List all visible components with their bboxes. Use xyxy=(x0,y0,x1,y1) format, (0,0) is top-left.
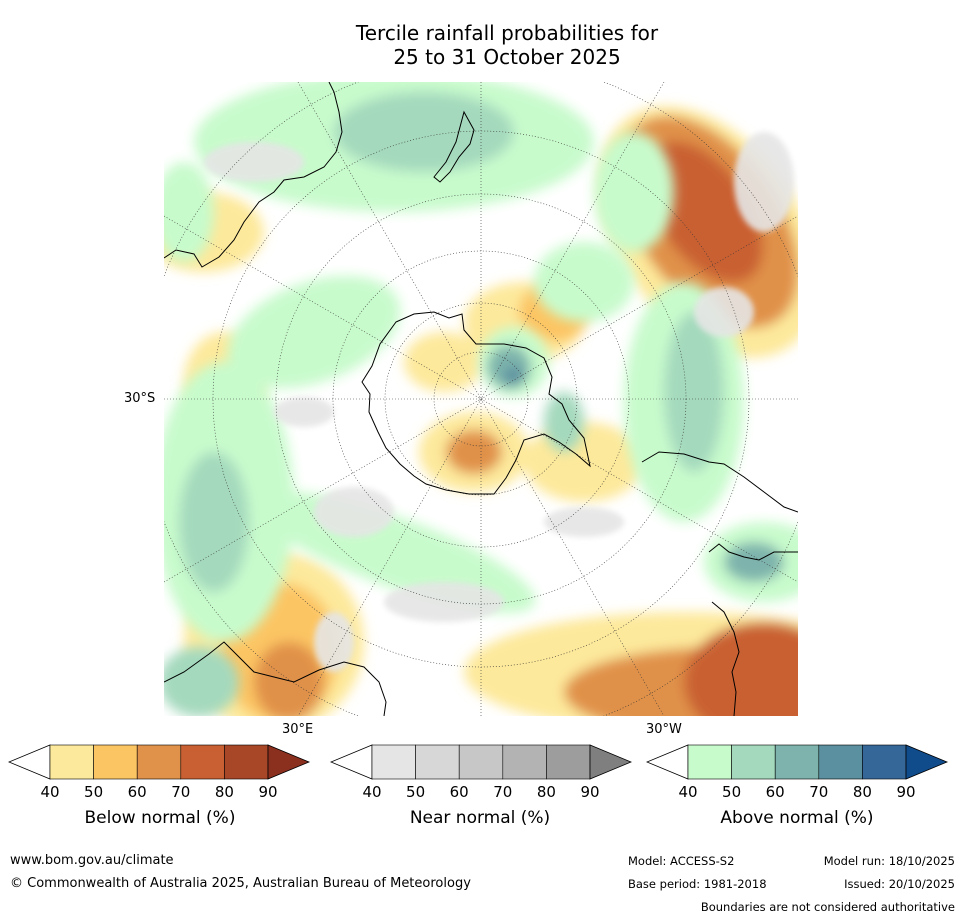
colorbar-below-tick-70: 70 xyxy=(171,783,191,801)
colorbar-near-bin-1 xyxy=(371,744,416,780)
colorbar-below-bin-1 xyxy=(49,744,94,780)
colorbar-below-normal xyxy=(8,744,310,780)
above-normal-field xyxy=(164,82,798,716)
footer-website: www.bom.gov.au/climate xyxy=(10,853,174,868)
colorbar-title-near: Near normal (%) xyxy=(409,808,551,828)
colorbar-above-bin-4 xyxy=(818,744,863,780)
colorbar-title-below: Below normal (%) xyxy=(84,808,236,828)
colorbar-above-normal xyxy=(646,744,948,780)
footer-base-period: Base period: 1981-2018 xyxy=(628,877,767,891)
map-canvas xyxy=(164,82,798,716)
colorbar-near-bin-5 xyxy=(546,744,591,780)
colorbar-above-high-extend xyxy=(905,744,948,780)
footer-issued: Issued: 20/10/2025 xyxy=(844,877,955,891)
colorbar-near-tick-60: 60 xyxy=(449,783,469,801)
colorbar-near-bin-2 xyxy=(415,744,460,780)
colorbar-above-tick-40: 40 xyxy=(678,783,698,801)
colorbar-above-bin-3 xyxy=(774,744,820,780)
colorbar-near-tick-50: 50 xyxy=(406,783,426,801)
colorbar-near-bin-4 xyxy=(502,744,547,780)
colorbar-below-tick-60: 60 xyxy=(127,783,147,801)
colorbar-near-tick-40: 40 xyxy=(362,783,382,801)
colorbar-near-normal xyxy=(330,744,632,780)
colorbar-title-above: Above normal (%) xyxy=(720,808,874,828)
footer-model-run: Model run: 18/10/2025 xyxy=(823,854,955,868)
title-line-1: Tercile rainfall probabilities for xyxy=(355,21,659,45)
colorbar-above-tick-50: 50 xyxy=(722,783,742,801)
colorbar-below-bin-3 xyxy=(136,744,182,780)
colorbar-above-bin-2 xyxy=(731,744,776,780)
new-zealand-coastline xyxy=(433,110,475,183)
chart-title: Tercile rainfall probabilities for 25 to… xyxy=(0,21,965,69)
colorbar-above-bin-1 xyxy=(687,744,732,780)
colorbar-near-svg xyxy=(330,744,632,780)
colorbar-below-low-extend xyxy=(8,744,51,780)
title-line-2: 25 to 31 October 2025 xyxy=(393,45,621,69)
colorbar-near-tick-70: 70 xyxy=(493,783,513,801)
colorbar-near-bin-3 xyxy=(458,744,504,780)
footer-disclaimer: Boundaries are not considered authoritat… xyxy=(700,900,955,914)
colorbar-below-bin-4 xyxy=(180,744,225,780)
colorbar-above-tick-80: 80 xyxy=(852,783,872,801)
colorbar-below-tick-80: 80 xyxy=(214,783,234,801)
colorbar-below-svg xyxy=(8,744,310,780)
footer-copyright: © Commonwealth of Australia 2025, Austra… xyxy=(10,876,471,891)
colorbar-near-low-extend xyxy=(330,744,373,780)
colorbar-above-bin-5 xyxy=(862,744,907,780)
colorbar-below-high-extend xyxy=(267,744,310,780)
latitude-label-30s: 30°S xyxy=(124,391,156,406)
south-america-coastline xyxy=(641,451,798,716)
colorbar-near-tick-90: 90 xyxy=(580,783,600,801)
footer-model: Model: ACCESS-S2 xyxy=(628,854,735,868)
colorbar-below-bin-5 xyxy=(224,744,269,780)
graticule xyxy=(164,82,798,716)
colorbar-near-high-extend xyxy=(589,744,632,780)
longitude-label-30w: 30°W xyxy=(646,722,682,737)
colorbar-below-tick-40: 40 xyxy=(40,783,60,801)
antarctica-coastline xyxy=(361,311,591,495)
probability-map xyxy=(164,82,798,716)
colorbar-above-tick-60: 60 xyxy=(765,783,785,801)
colorbar-above-low-extend xyxy=(646,744,689,780)
longitude-label-30e: 30°E xyxy=(282,722,314,737)
colorbar-above-svg xyxy=(646,744,948,780)
africa-coastline xyxy=(164,641,387,716)
colorbar-above-tick-70: 70 xyxy=(809,783,829,801)
colorbar-near-tick-80: 80 xyxy=(536,783,556,801)
colorbar-above-tick-90: 90 xyxy=(896,783,916,801)
near-normal-field xyxy=(204,132,794,672)
colorbar-below-tick-90: 90 xyxy=(258,783,278,801)
colorbar-below-bin-2 xyxy=(93,744,138,780)
colorbar-below-tick-50: 50 xyxy=(84,783,104,801)
australia-coastline xyxy=(164,82,343,268)
